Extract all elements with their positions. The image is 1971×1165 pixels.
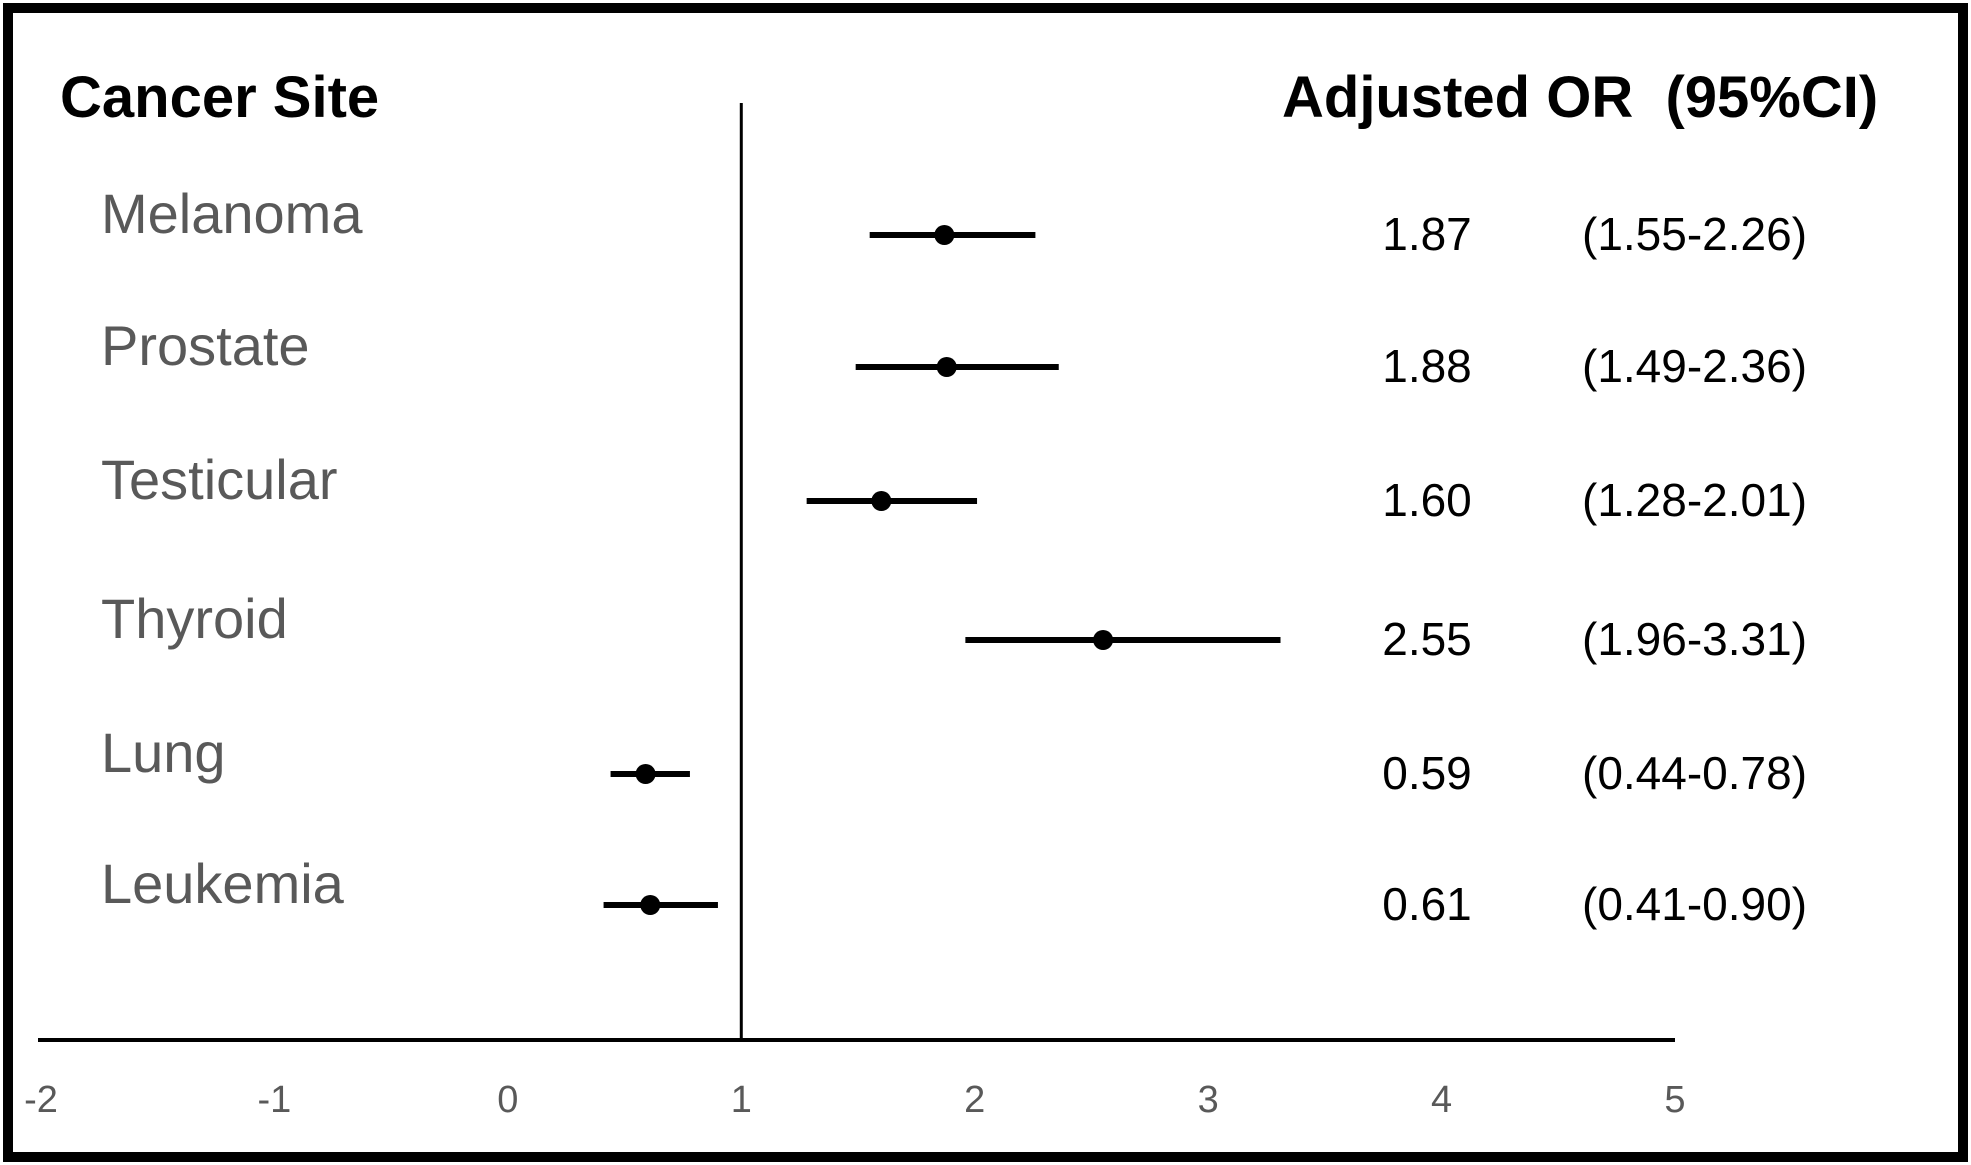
- header-adjusted-or: Adjusted OR (95%CI): [1282, 65, 1878, 130]
- site-label: Prostate: [101, 314, 310, 377]
- or-value: 2.55: [1382, 613, 1472, 665]
- forest-row: Thyroid 2.55 (1.96-3.31): [101, 587, 1807, 665]
- x-tick-label: 3: [1198, 1079, 1219, 1121]
- forest-row: Leukemia 0.61 (0.41-0.90): [101, 852, 1807, 930]
- or-value: 1.87: [1382, 208, 1472, 260]
- forest-row: Lung 0.59 (0.44-0.78): [101, 721, 1807, 799]
- x-tick-label: -2: [24, 1079, 58, 1121]
- ci-value: (0.41-0.90): [1582, 878, 1807, 930]
- forest-row: Melanoma 1.87 (1.55-2.26): [101, 182, 1807, 260]
- ci-value: (1.96-3.31): [1582, 613, 1807, 665]
- x-tick-label: 0: [497, 1079, 518, 1121]
- or-point: [1093, 630, 1114, 650]
- or-point: [640, 895, 661, 915]
- or-value: 1.60: [1382, 474, 1472, 526]
- x-tick-labels: -2 -1 0 1 2 3 4 5: [24, 1079, 1685, 1121]
- forest-row: Testicular 1.60 (1.28-2.01): [101, 448, 1807, 526]
- or-value: 1.88: [1382, 340, 1472, 392]
- chart-frame: [3, 3, 1968, 1162]
- forest-row: Prostate 1.88 (1.49-2.36): [101, 314, 1807, 392]
- site-label: Melanoma: [101, 182, 363, 245]
- or-point: [936, 357, 957, 377]
- x-tick-label: 1: [731, 1079, 752, 1121]
- x-tick-label: 4: [1431, 1079, 1452, 1121]
- ci-value: (1.49-2.36): [1582, 340, 1807, 392]
- ci-value: (1.28-2.01): [1582, 474, 1807, 526]
- header-cancer-site: Cancer Site: [60, 65, 379, 130]
- site-label: Lung: [101, 721, 226, 784]
- or-value: 0.61: [1382, 878, 1472, 930]
- x-tick-label: 2: [964, 1079, 985, 1121]
- forest-rows: Melanoma 1.87 (1.55-2.26) Prostate 1.88 (1.49…: [101, 182, 1807, 930]
- site-label: Testicular: [101, 448, 338, 511]
- ci-value: (0.44-0.78): [1582, 747, 1807, 799]
- x-tick-label: 5: [1664, 1079, 1685, 1121]
- or-point: [934, 225, 955, 245]
- or-point: [635, 764, 656, 784]
- or-value: 0.59: [1382, 747, 1472, 799]
- site-label: Leukemia: [101, 852, 345, 915]
- site-label: Thyroid: [101, 587, 288, 650]
- x-tick-label: -1: [258, 1079, 292, 1121]
- or-point: [871, 491, 892, 511]
- ci-value: (1.55-2.26): [1582, 208, 1807, 260]
